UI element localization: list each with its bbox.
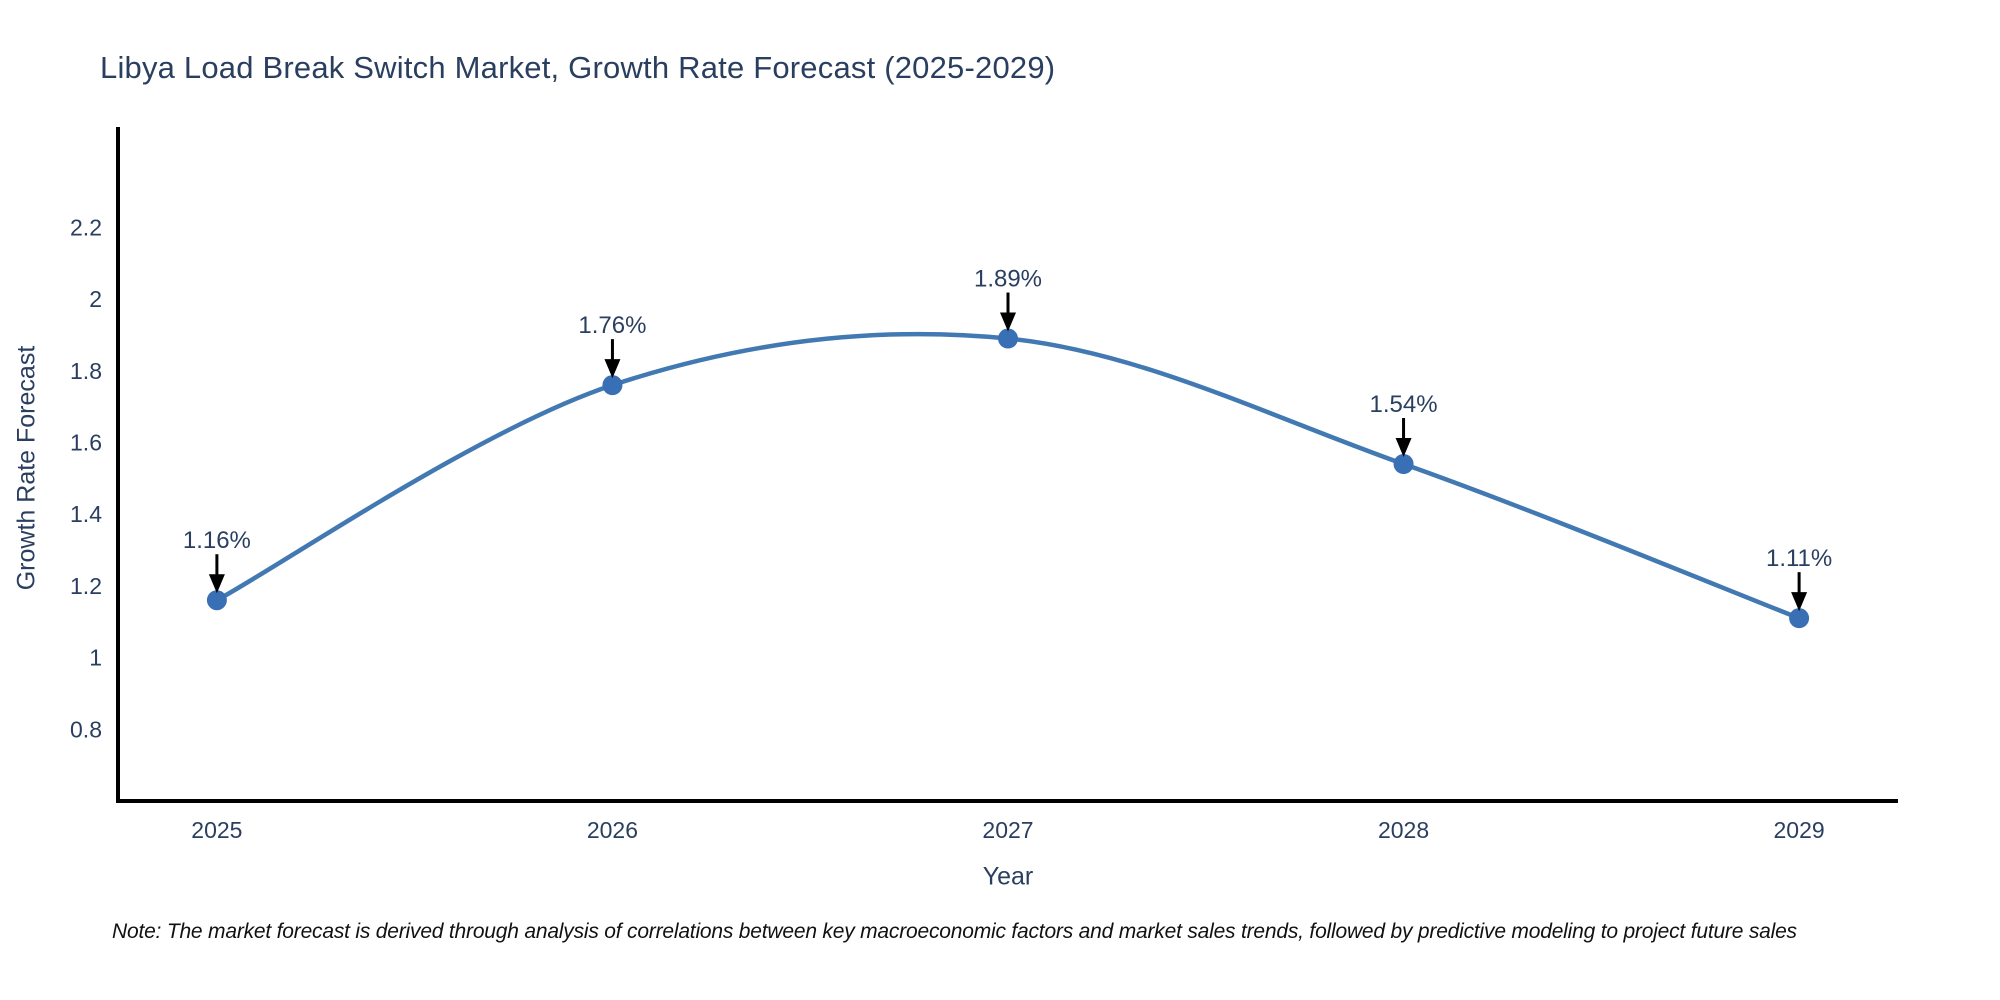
annotation-arrowhead-icon bbox=[1395, 438, 1412, 457]
y-tick-label: 2.2 bbox=[70, 214, 102, 240]
x-tick-label: 2025 bbox=[191, 817, 242, 843]
chart-title: Libya Load Break Switch Market, Growth R… bbox=[100, 50, 1056, 85]
axis-lines bbox=[116, 127, 1898, 803]
data-point-marker bbox=[998, 328, 1018, 349]
data-point-marker bbox=[206, 590, 227, 611]
y-tick-label: 1.6 bbox=[70, 429, 102, 455]
annotation-arrowhead-icon bbox=[1000, 312, 1016, 332]
annotation-arrowhead-icon bbox=[604, 359, 621, 379]
point-value-label: 1.89% bbox=[974, 266, 1042, 293]
x-tick-label: 2026 bbox=[587, 817, 638, 843]
x-tick-label: 2029 bbox=[1774, 817, 1825, 843]
annotation-arrowhead-icon bbox=[1791, 592, 1808, 612]
point-value-label: 1.11% bbox=[1766, 545, 1832, 572]
data-point-marker bbox=[1789, 608, 1810, 629]
point-value-label: 1.76% bbox=[578, 312, 646, 339]
y-tick-label: 0.8 bbox=[70, 716, 102, 742]
data-point-marker bbox=[602, 375, 623, 396]
x-tick-label: 2028 bbox=[1378, 817, 1429, 843]
x-tick-label: 2027 bbox=[982, 817, 1033, 843]
forecast-line bbox=[214, 331, 1802, 621]
y-tick-label: 1.2 bbox=[70, 573, 102, 599]
data-point-marker bbox=[1393, 454, 1414, 474]
y-tick-label: 1.8 bbox=[70, 358, 102, 384]
y-tick-label: 2 bbox=[89, 286, 102, 312]
point-value-label: 1.16% bbox=[183, 527, 251, 554]
y-tick-label: 1 bbox=[89, 645, 102, 671]
point-value-label: 1.54% bbox=[1370, 391, 1438, 418]
x-axis-title: Year bbox=[982, 862, 1034, 891]
annotation-arrowhead-icon bbox=[208, 574, 225, 594]
y-tick-label: 1.4 bbox=[70, 501, 102, 527]
footnote: Note: The market forecast is derived thr… bbox=[112, 920, 1797, 943]
